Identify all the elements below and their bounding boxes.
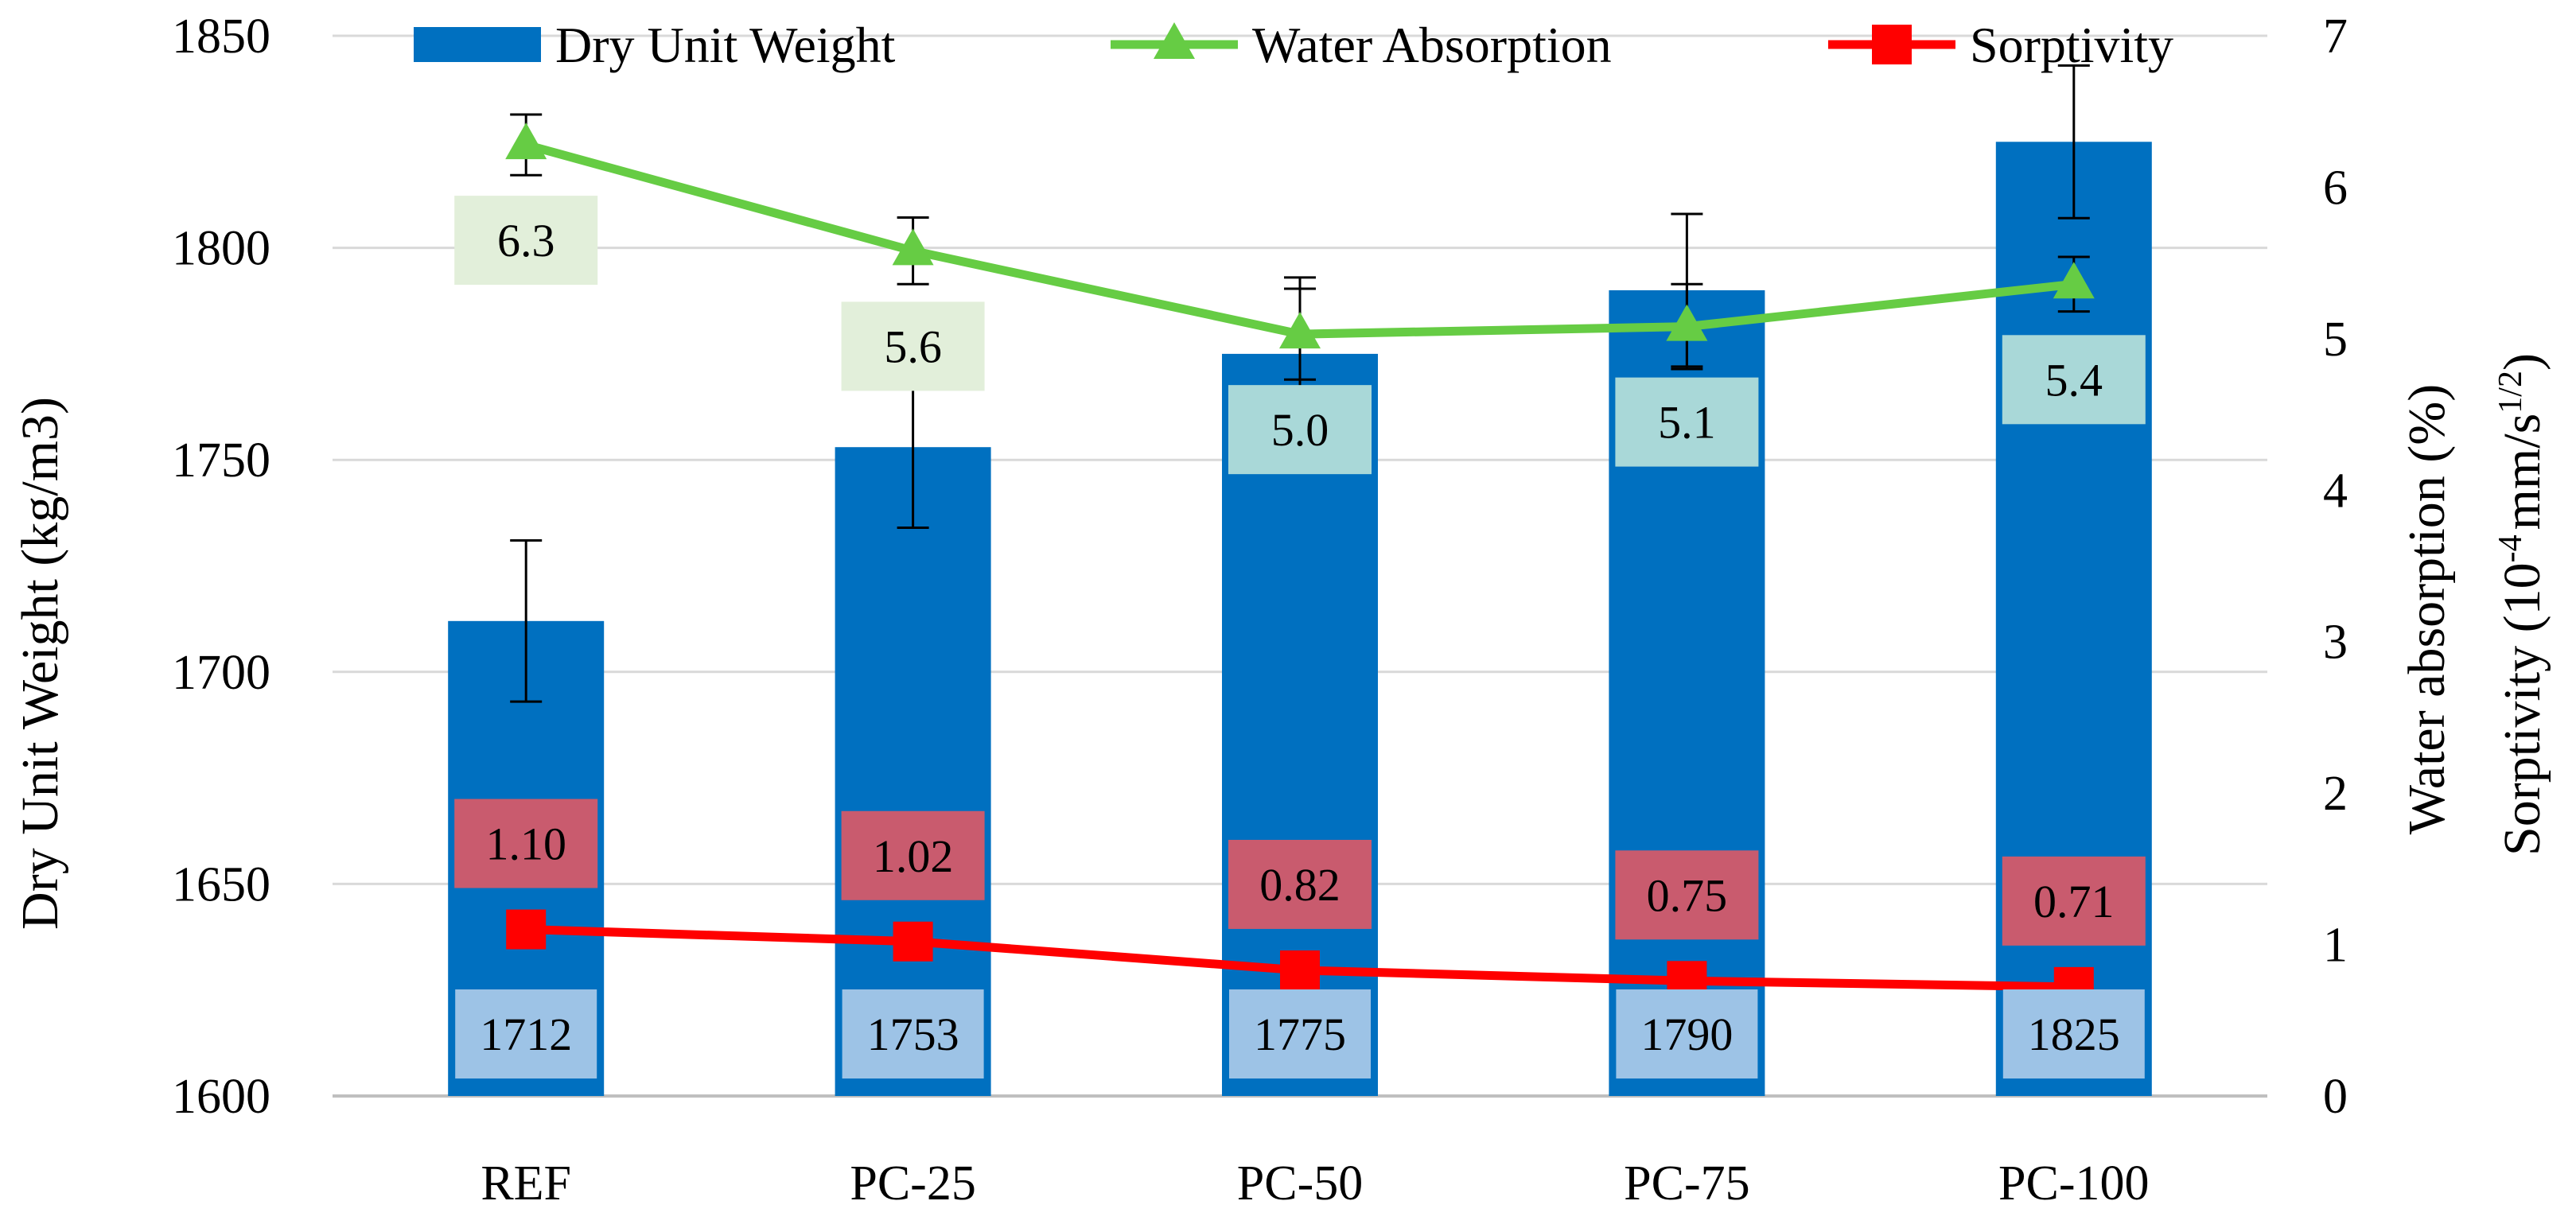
axes: 1600 1650 1700 1750 1800 1850 0 1 2 3 4 5 6 7 REF PC-25… xyxy=(172,10,2348,1211)
sorptivity-unit-exponent: -4 xyxy=(2492,534,2529,562)
bar-value-label: 1775 xyxy=(1254,1009,1346,1060)
water-absorption-value-label: 6.3 xyxy=(497,215,555,266)
legend-label-sorptivity: Sorptivity xyxy=(1970,17,2173,73)
legend: Dry Unit Weight Water Absorption Sorptivit… xyxy=(414,17,2173,73)
x-tick-label: PC-50 xyxy=(1237,1156,1363,1211)
sorptivity-value-label-bg xyxy=(1228,839,1372,929)
legend-marker-sorptivity xyxy=(1872,25,1912,64)
sorptivity-unit-mid: mm/s xyxy=(2493,414,2551,530)
y-right-axis-title-line1: Water absorption (%) xyxy=(2398,384,2456,834)
sorptivity-value-label: 0.71 xyxy=(2033,876,2115,927)
water-absorption-value-label-bg xyxy=(841,301,985,391)
y-right-tick-label: 7 xyxy=(2323,10,2348,64)
sorptivity-value-label-bg xyxy=(841,810,985,900)
sorptivity-unit-superscript: 1/2 xyxy=(2492,371,2529,414)
bar-value-label-bg xyxy=(842,989,984,1078)
sorptivity-marker xyxy=(893,921,933,962)
bar-value-label-bg xyxy=(455,989,597,1078)
x-tick-label: PC-25 xyxy=(850,1156,975,1211)
y-left-tick-label: 1600 xyxy=(172,1070,270,1124)
sorptivity-unit-prefix: Sorptivity (10 xyxy=(2493,562,2551,856)
x-tick-label: PC-75 xyxy=(1624,1156,1749,1211)
y-right-tick-label: 1 xyxy=(2323,919,2348,973)
y-left-tick-label: 1700 xyxy=(172,646,270,700)
sorptivity-marker xyxy=(1280,950,1320,990)
water-absorption-value-label-bg xyxy=(1615,377,1759,467)
bar-value-label: 1825 xyxy=(2028,1009,2120,1060)
legend-marker-water-absorption xyxy=(1154,22,1195,59)
water-absorption-marker xyxy=(505,122,547,160)
water-absorption-value-label-bg xyxy=(2002,335,2146,425)
legend-label-water-absorption: Water Absorption xyxy=(1252,17,1612,73)
y-left-tick-label: 1750 xyxy=(172,433,270,488)
sorptivity-marker xyxy=(506,909,547,950)
sorptivity-value-label-bg xyxy=(1615,850,1759,940)
line-series xyxy=(505,122,2095,1007)
x-tick-label: REF xyxy=(481,1156,571,1211)
sorptivity-unit-suffix: ) xyxy=(2493,353,2551,371)
y-right-axis-title-line2: Sorptivity (10-4 mm/s1/2) xyxy=(2492,353,2551,856)
water-absorption-value-label: 5.1 xyxy=(1658,397,1716,449)
y-left-tick-label: 1800 xyxy=(172,222,270,276)
water-absorption-value-label: 5.6 xyxy=(884,321,942,372)
bar-value-label: 1753 xyxy=(867,1009,959,1060)
sorptivity-value-label-bg xyxy=(2002,856,2146,946)
data-labels: 1712 1753 1775 1790 1825 6.3 5.6 5.0 5.1 5.4 1.10 1… xyxy=(454,196,2146,1078)
y-right-tick-label: 5 xyxy=(2323,313,2348,367)
y-right-tick-label: 0 xyxy=(2323,1070,2348,1124)
sorptivity-value-label: 0.75 xyxy=(1647,869,1728,921)
water-absorption-value-label: 5.0 xyxy=(1271,404,1329,456)
water-absorption-marker xyxy=(1666,304,1708,341)
y-right-tick-label: 4 xyxy=(2323,464,2348,518)
sorptivity-value-label: 0.82 xyxy=(1259,859,1341,911)
water-absorption-marker xyxy=(1279,312,1321,349)
bar-value-label-bg xyxy=(1229,989,1371,1078)
x-tick-label: PC-100 xyxy=(1998,1156,2149,1211)
legend-label-dry-unit-weight: Dry Unit Weight xyxy=(555,17,896,73)
bar-value-label: 1790 xyxy=(1640,1009,1733,1060)
sorptivity-value-label: 1.10 xyxy=(485,818,566,870)
water-absorption-value-label: 5.4 xyxy=(2045,354,2103,406)
water-absorption-marker xyxy=(892,228,934,266)
y-right-tick-label: 6 xyxy=(2323,161,2348,215)
y-left-axis-title: Dry Unit Weight (kg/m3) xyxy=(11,397,69,930)
water-absorption-value-label-bg xyxy=(1228,385,1372,475)
sorptivity-value-label-bg xyxy=(454,799,598,888)
water-absorption-marker xyxy=(2053,262,2095,299)
bar xyxy=(835,447,991,1096)
y-left-tick-label: 1850 xyxy=(172,10,270,64)
y-left-tick-label: 1650 xyxy=(172,857,270,911)
bar-value-label: 1712 xyxy=(480,1009,572,1060)
water-absorption-value-label-bg xyxy=(454,196,598,286)
sorptivity-value-label: 1.02 xyxy=(873,830,954,882)
bar-value-label-bg xyxy=(2002,989,2145,1078)
y-right-tick-label: 3 xyxy=(2323,616,2348,670)
bar-value-label-bg xyxy=(1616,989,1758,1078)
y-right-tick-label: 2 xyxy=(2323,767,2348,821)
legend-swatch-dry-unit-weight xyxy=(414,27,541,62)
